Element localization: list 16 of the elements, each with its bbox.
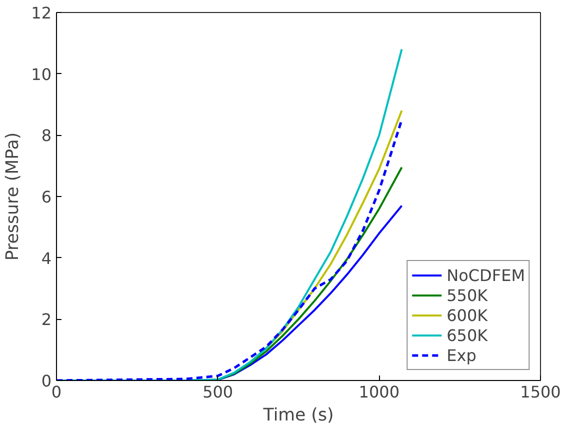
- y-tick-label: 10: [31, 64, 52, 84]
- y-tick-label: 2: [41, 310, 52, 330]
- y-tick-label: 4: [41, 248, 52, 268]
- legend-label: 600K: [446, 306, 488, 324]
- y-tick-label: 12: [31, 4, 52, 22]
- x-tick-label: 500: [202, 382, 234, 402]
- x-tick-label: 1500: [520, 382, 561, 402]
- y-tick-label: 6: [41, 188, 52, 206]
- legend-label: 650K: [446, 326, 488, 344]
- legend-label: 550K: [446, 286, 488, 304]
- y-tick-label: 8: [41, 126, 52, 146]
- x-axis-title: Time (s): [262, 406, 334, 426]
- x-tick-label: 1000: [358, 382, 400, 402]
- y-axis-title: Pressure (MPa): [3, 132, 24, 261]
- legend-label: NoCDFEM: [446, 266, 525, 284]
- legend-label: Exp: [446, 346, 476, 364]
